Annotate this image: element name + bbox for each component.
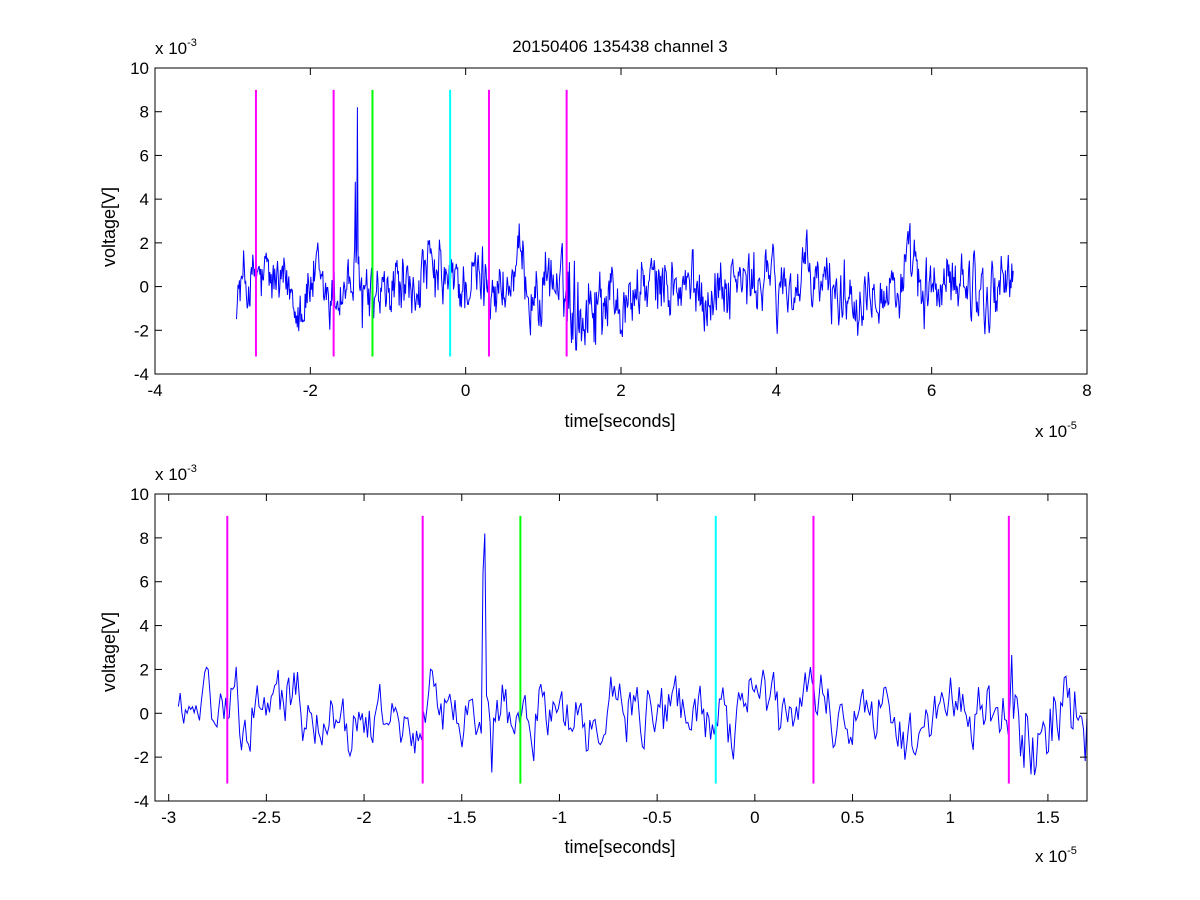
y-tick-label: 2 — [140, 660, 149, 679]
x-tick-label: -1.5 — [447, 808, 476, 827]
axes-frame — [154, 67, 1088, 375]
x-tick-label: -2 — [303, 381, 318, 400]
top-x-exponent-label: x 10-5 — [1035, 420, 1077, 441]
y-tick-label: 6 — [140, 573, 149, 592]
x-tick-label: -1 — [552, 808, 567, 827]
x-tick-label: 2 — [616, 381, 625, 400]
top-y-axis-label: voltage[V] — [99, 187, 119, 267]
figure-title: 20150406 135438 channel 3 — [512, 37, 728, 56]
bottom-x-axis-label: time[seconds] — [564, 837, 675, 857]
y-tick-label: -2 — [134, 321, 149, 340]
top-x-axis-label: time[seconds] — [564, 411, 675, 431]
y-tick-label: 2 — [140, 234, 149, 253]
y-tick-label: 10 — [130, 59, 149, 78]
x-tick-label: -0.5 — [642, 808, 671, 827]
x-tick-label: 4 — [772, 381, 781, 400]
y-tick-label: 8 — [140, 103, 149, 122]
top-y-exponent-label: x 10-3 — [155, 37, 197, 58]
y-tick-label: -2 — [134, 748, 149, 767]
signal-trace — [177, 533, 1088, 776]
y-tick-label: 6 — [140, 146, 149, 165]
bottom-y-exponent-label: x 10-3 — [155, 463, 197, 484]
y-tick-label: 4 — [140, 617, 149, 636]
x-tick-label: 0 — [750, 808, 759, 827]
x-tick-label: 8 — [1082, 381, 1091, 400]
x-tick-label: 0.5 — [841, 808, 865, 827]
x-tick-label: -2 — [357, 808, 372, 827]
signal-trace — [236, 107, 1014, 351]
y-tick-label: -4 — [134, 365, 149, 384]
x-tick-label: -2.5 — [252, 808, 281, 827]
x-tick-label: 1.5 — [1036, 808, 1060, 827]
bottom-axes: x 10-3 x 10-5 time[seconds] voltage[V] -… — [99, 463, 1088, 866]
x-tick-label: -3 — [161, 808, 176, 827]
y-tick-label: 0 — [140, 704, 149, 723]
x-tick-label: 0 — [461, 381, 470, 400]
x-tick-label: -4 — [147, 381, 162, 400]
top-axes: x 10-3 x 10-5 time[seconds] voltage[V] -… — [99, 37, 1092, 441]
bottom-y-axis-label: voltage[V] — [99, 612, 119, 692]
bottom-x-exponent-label: x 10-5 — [1035, 845, 1077, 866]
y-tick-label: 0 — [140, 278, 149, 297]
y-tick-label: 4 — [140, 190, 149, 209]
y-tick-label: 8 — [140, 529, 149, 548]
axes-frame — [154, 493, 1088, 802]
y-tick-label: -4 — [134, 792, 149, 811]
x-tick-label: 1 — [945, 808, 954, 827]
y-tick-label: 10 — [130, 485, 149, 504]
x-tick-label: 6 — [927, 381, 936, 400]
